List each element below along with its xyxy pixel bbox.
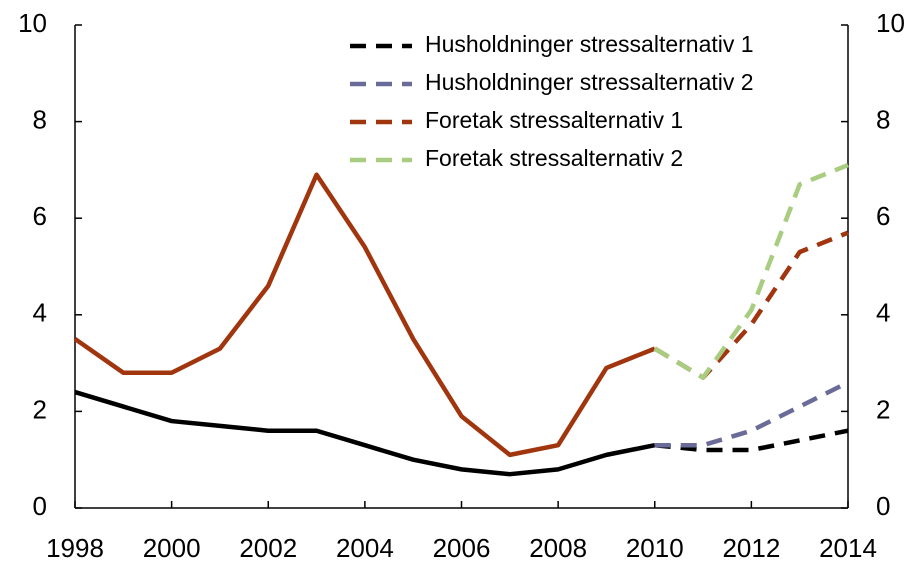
x-tick-label: 2002	[239, 533, 297, 563]
x-tick-label: 2010	[626, 533, 684, 563]
y-tick-label: 8	[33, 104, 47, 134]
y2-tick-label: 0	[876, 491, 890, 521]
legend-label: Foretak stressalternativ 1	[425, 107, 683, 133]
y-tick-label: 2	[33, 394, 47, 424]
y2-tick-label: 6	[876, 201, 890, 231]
legend: Husholdninger stressalternativ 1 Husholdn…	[350, 31, 754, 171]
y-tick-label: 6	[33, 201, 47, 231]
x-tick-label: 1998	[46, 533, 104, 563]
x-tick-label: 2008	[529, 533, 587, 563]
y2-tick-label: 8	[876, 104, 890, 134]
x-tick-label: 2012	[722, 533, 780, 563]
series-line	[653, 162, 849, 380]
legend-label: Foretak stressalternativ 2	[425, 145, 683, 171]
x-tick-label: 2004	[336, 533, 394, 563]
series-line	[74, 389, 656, 477]
series-line	[654, 428, 849, 453]
x-tick-label: 2014	[819, 533, 877, 563]
y2-tick-label: 4	[876, 298, 890, 328]
y-tick-label: 10	[18, 8, 47, 38]
y2-tick-label: 2	[876, 394, 890, 424]
y-tick-label: 0	[33, 491, 47, 521]
y-tick-label: 4	[33, 298, 47, 328]
series-line	[73, 172, 656, 458]
series-line	[654, 380, 850, 448]
x-tick-label: 2006	[433, 533, 491, 563]
x-tick-label: 2000	[143, 533, 201, 563]
legend-label: Husholdninger stressalternativ 1	[425, 31, 754, 57]
y2-tick-label: 10	[876, 8, 905, 38]
legend-label: Husholdninger stressalternativ 2	[425, 69, 754, 95]
